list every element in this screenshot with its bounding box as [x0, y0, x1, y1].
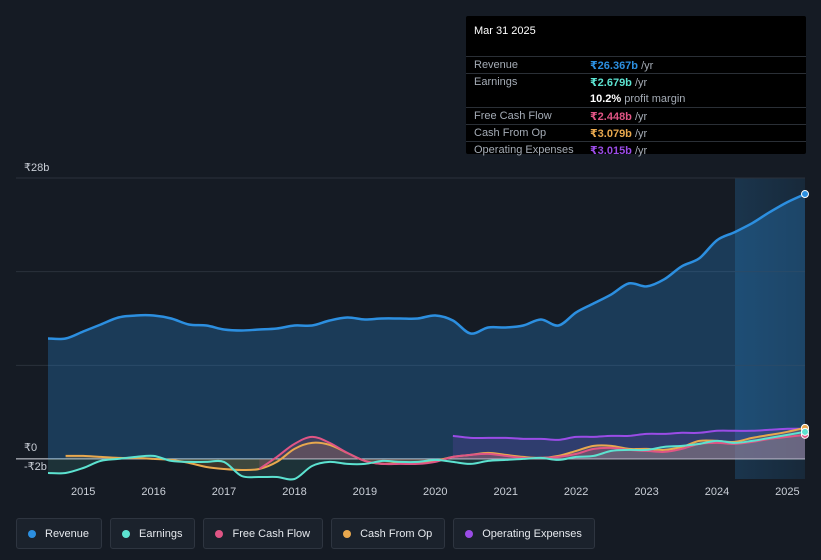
tooltip-unit: /yr: [638, 60, 654, 72]
tooltip-value: 10.2%: [590, 93, 622, 105]
x-tick-label: 2015: [71, 486, 95, 498]
operating-expenses-area: [452, 428, 805, 459]
legend-item-free-cash-flow[interactable]: Free Cash Flow: [203, 518, 324, 549]
tooltip-unit: /yr: [631, 77, 648, 89]
earnings-end-point: [801, 427, 809, 436]
tooltip-label: Earnings: [474, 76, 518, 88]
chart: ₹28b ₹0 -₹2b 2015 2016 2017 2018 2019 2020 202…: [16, 162, 809, 498]
legend-dot-icon: [122, 529, 131, 538]
revenue-line: [47, 192, 806, 341]
legend-dot-icon: [343, 529, 352, 538]
legend-label: Earnings: [139, 527, 183, 540]
legend-dot-icon: [215, 529, 224, 538]
x-tick-label: 2024: [705, 486, 729, 498]
x-tick-label: 2022: [564, 486, 588, 498]
tooltip-row-revenue: Revenue ₹26.367b /yr: [466, 56, 806, 73]
legend-label: Free Cash Flow: [232, 527, 311, 540]
tooltip-label: Operating Expenses: [474, 144, 574, 156]
tooltip-unit: /yr: [631, 128, 648, 140]
tooltip-row-opex: Operating Expenses ₹3.015b /yr: [466, 141, 806, 158]
legend: Revenue Earnings Free Cash Flow Cash Fro…: [16, 518, 595, 549]
revenue-area: [48, 194, 805, 459]
tooltip-date: Mar 31 2025: [474, 25, 536, 37]
tooltip-label: Revenue: [474, 59, 519, 71]
tooltip-value: ₹2.679b: [590, 77, 632, 89]
tooltip-row-fcf: Free Cash Flow ₹2.448b /yr: [466, 107, 806, 124]
data-tooltip: Mar 31 2025 Revenue ₹26.367b /yr Earning…: [466, 16, 806, 157]
legend-dot-icon: [28, 529, 36, 538]
operating-expenses-line: [452, 427, 806, 441]
tooltip-row-margin: 10.2% profit margin: [466, 90, 806, 107]
tooltip-value: ₹3.079b: [590, 128, 632, 140]
tooltip-value: ₹26.367b: [590, 60, 639, 72]
legend-dot-icon: [465, 529, 474, 538]
legend-label: Operating Expenses: [482, 527, 582, 540]
tooltip-unit: /yr: [631, 111, 648, 123]
cash-from-op-area: [65, 427, 806, 471]
tooltip-label: Free Cash Flow: [474, 110, 552, 122]
x-tick-label: 2025: [775, 486, 799, 498]
legend-item-cash-from-op[interactable]: Cash From Op: [331, 518, 446, 549]
x-tick-label: 2020: [423, 486, 447, 498]
x-tick-label: 2019: [353, 486, 377, 498]
tooltip-unit: profit margin: [621, 93, 686, 105]
y-tick-label: ₹0: [24, 442, 37, 454]
tooltip-row-earnings: Earnings ₹2.679b /yr: [466, 73, 806, 90]
x-tick-label: 2018: [282, 486, 306, 498]
legend-item-earnings[interactable]: Earnings: [110, 518, 196, 549]
x-tick-label: 2017: [212, 486, 236, 498]
tooltip-value: ₹3.015b: [590, 145, 632, 157]
x-tick-label: 2023: [634, 486, 658, 498]
legend-item-operating-expenses[interactable]: Operating Expenses: [453, 518, 595, 549]
x-tick-label: 2016: [141, 486, 165, 498]
x-tick-label: 2021: [493, 486, 517, 498]
legend-label: Cash From Op: [360, 527, 433, 540]
legend-item-revenue[interactable]: Revenue: [16, 518, 103, 549]
revenue-end-point: [801, 190, 809, 199]
tooltip-value: ₹2.448b: [590, 111, 632, 123]
tooltip-label: Cash From Op: [474, 127, 547, 139]
tooltip-row-cfo: Cash From Op ₹3.079b /yr: [466, 124, 806, 141]
y-tick-label: -₹2b: [24, 461, 47, 473]
y-tick-label: ₹28b: [24, 162, 49, 174]
tooltip-unit: /yr: [631, 145, 648, 157]
earnings-area: [48, 431, 805, 480]
free-cash-flow-area: [259, 434, 805, 469]
earnings-line: [47, 430, 806, 481]
legend-label: Revenue: [45, 527, 90, 540]
